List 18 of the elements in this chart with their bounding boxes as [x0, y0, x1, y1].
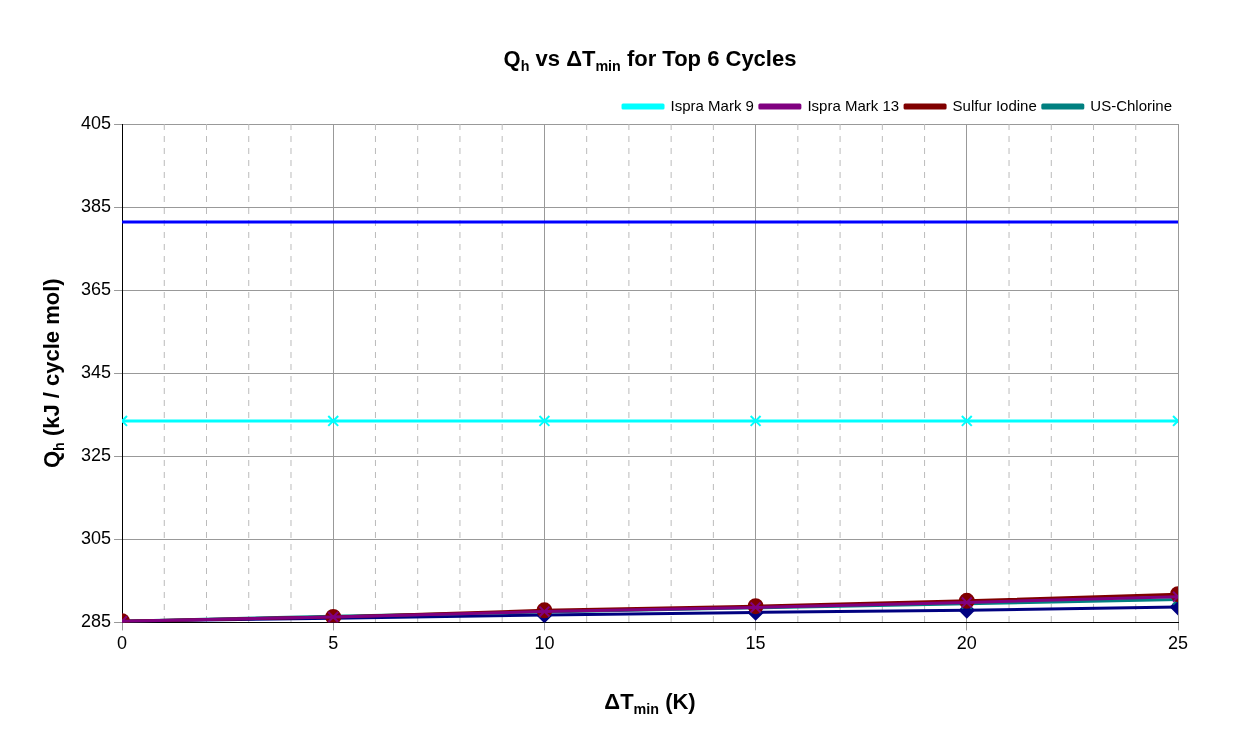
y-tick-label: 345 — [80, 362, 112, 383]
x-tick-label: 0 — [117, 633, 128, 654]
y-tick-label: 285 — [80, 611, 112, 632]
y-axis-title: Qh (kJ / cycle mol) — [39, 278, 67, 469]
legend-label: Ispra Mark 13 — [807, 96, 900, 114]
x-tick-label: 20 — [956, 633, 977, 654]
legend-label: Ispra Mark 9 — [670, 96, 754, 114]
x-tick-label: 10 — [534, 633, 555, 654]
y-tick-label: 405 — [80, 112, 112, 133]
legend-label: Sulfur Iodine — [952, 96, 1037, 114]
legend-label: US-Chlorine — [1090, 96, 1173, 114]
y-tick-label: 385 — [80, 196, 112, 217]
y-tick-label: 325 — [80, 445, 112, 466]
y-tick-label: 305 — [80, 528, 112, 549]
x-tick-label: 5 — [328, 633, 339, 654]
x-tick-label: 15 — [745, 633, 766, 654]
x-tick-label: 25 — [1167, 633, 1189, 654]
y-tick-label: 365 — [80, 279, 112, 300]
